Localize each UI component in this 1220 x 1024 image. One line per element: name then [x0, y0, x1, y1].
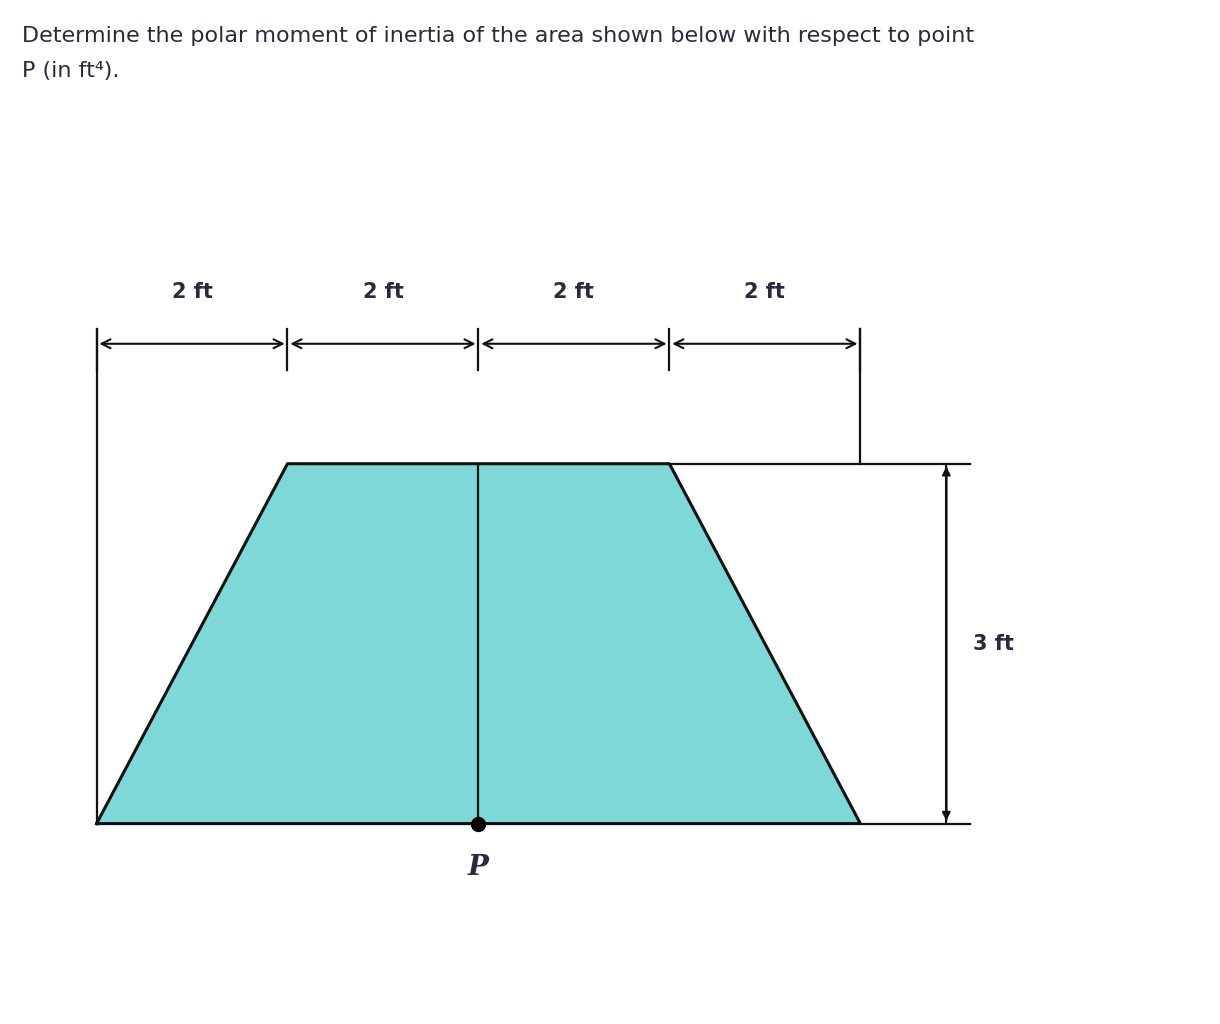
Text: P: P [468, 854, 489, 881]
Polygon shape [96, 464, 860, 823]
Text: 2 ft: 2 ft [172, 282, 212, 302]
Text: 2 ft: 2 ft [362, 282, 404, 302]
Text: Determine the polar moment of inertia of the area shown below with respect to po: Determine the polar moment of inertia of… [22, 26, 974, 46]
Text: 2 ft: 2 ft [554, 282, 594, 302]
Text: P (in ft⁴).: P (in ft⁴). [22, 61, 120, 82]
Text: 3 ft: 3 ft [974, 634, 1014, 653]
Text: 2 ft: 2 ft [744, 282, 786, 302]
